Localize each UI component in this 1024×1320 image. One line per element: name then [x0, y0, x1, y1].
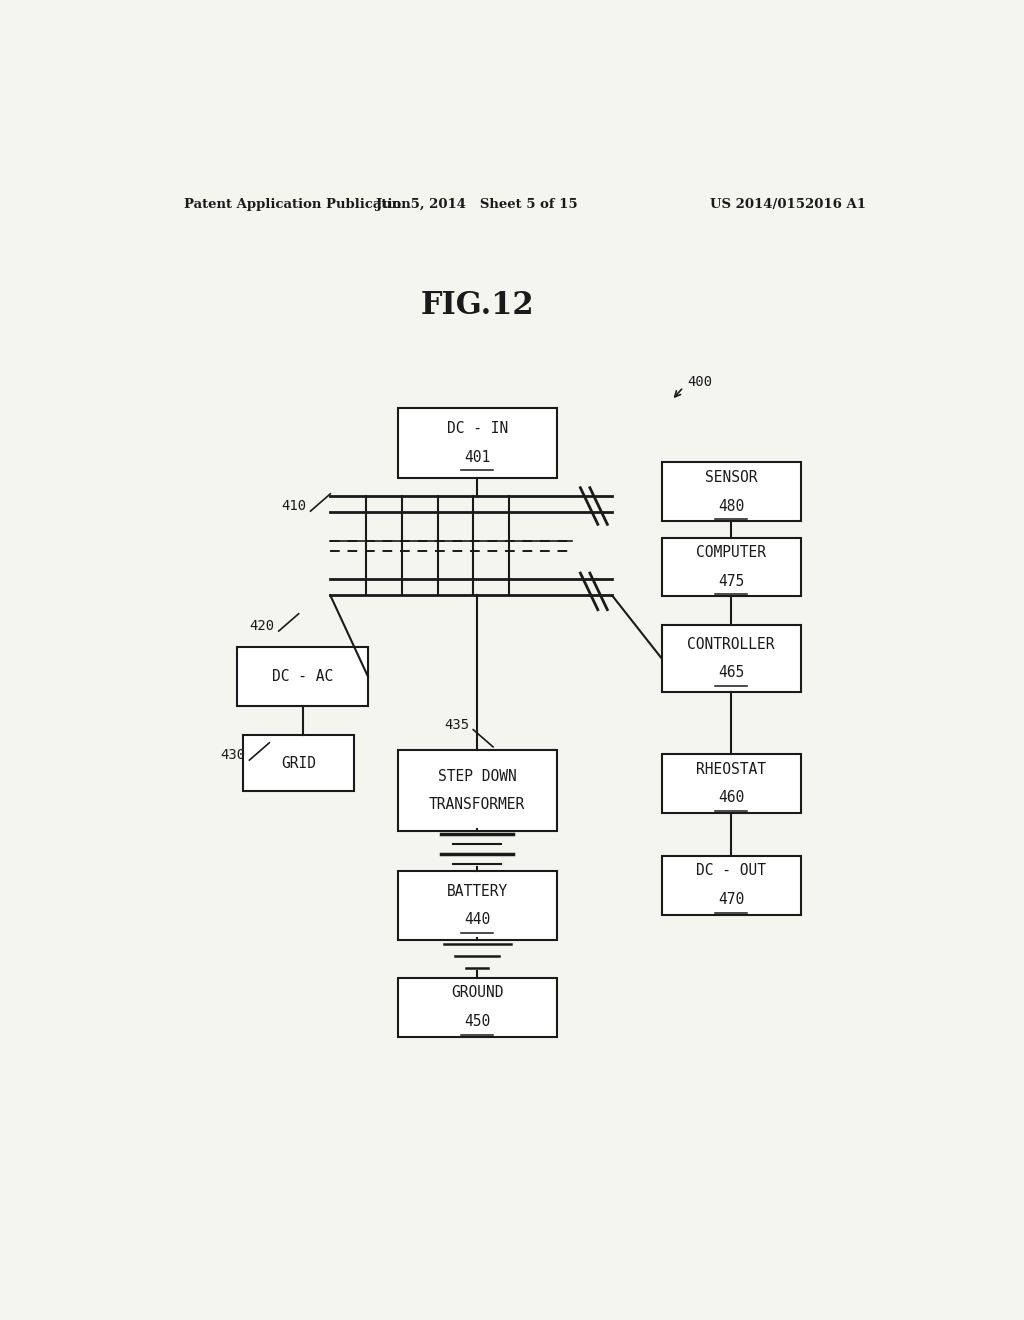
- Bar: [662, 855, 801, 915]
- Bar: [243, 735, 354, 791]
- Bar: [662, 626, 801, 692]
- Text: Patent Application Publication: Patent Application Publication: [183, 198, 411, 211]
- Text: GROUND: GROUND: [451, 985, 504, 1001]
- Text: COMPUTER: COMPUTER: [696, 545, 766, 560]
- Bar: [662, 537, 801, 597]
- Text: BATTERY: BATTERY: [446, 883, 508, 899]
- Bar: [397, 978, 557, 1036]
- Text: US 2014/0152016 A1: US 2014/0152016 A1: [710, 198, 866, 211]
- Text: TRANSFORMER: TRANSFORMER: [429, 797, 525, 812]
- Text: SENSOR: SENSOR: [705, 470, 758, 484]
- Text: RHEOSTAT: RHEOSTAT: [696, 762, 766, 776]
- Text: FIG.12: FIG.12: [421, 290, 534, 321]
- Text: STEP DOWN: STEP DOWN: [438, 768, 516, 784]
- Text: 460: 460: [718, 791, 744, 805]
- Text: Jun. 5, 2014   Sheet 5 of 15: Jun. 5, 2014 Sheet 5 of 15: [377, 198, 578, 211]
- Text: 465: 465: [718, 665, 744, 680]
- Text: 475: 475: [718, 574, 744, 589]
- Text: GRID: GRID: [282, 755, 316, 771]
- Text: 400: 400: [687, 375, 713, 389]
- Text: DC - IN: DC - IN: [446, 421, 508, 437]
- Bar: [662, 462, 801, 521]
- Bar: [662, 754, 801, 813]
- Text: 401: 401: [464, 450, 490, 465]
- Bar: [397, 871, 557, 940]
- Text: DC - AC: DC - AC: [272, 669, 333, 684]
- Text: 440: 440: [464, 912, 490, 927]
- Bar: [397, 750, 557, 832]
- Text: 480: 480: [718, 499, 744, 513]
- Text: CONTROLLER: CONTROLLER: [687, 636, 775, 652]
- Text: 410: 410: [282, 499, 306, 513]
- Bar: [397, 408, 557, 478]
- Text: 450: 450: [464, 1014, 490, 1028]
- Text: 435: 435: [444, 718, 470, 731]
- Text: 470: 470: [718, 892, 744, 907]
- Text: 420: 420: [250, 619, 274, 634]
- Text: DC - OUT: DC - OUT: [696, 863, 766, 878]
- Bar: [238, 647, 368, 706]
- Text: 430: 430: [220, 748, 246, 762]
